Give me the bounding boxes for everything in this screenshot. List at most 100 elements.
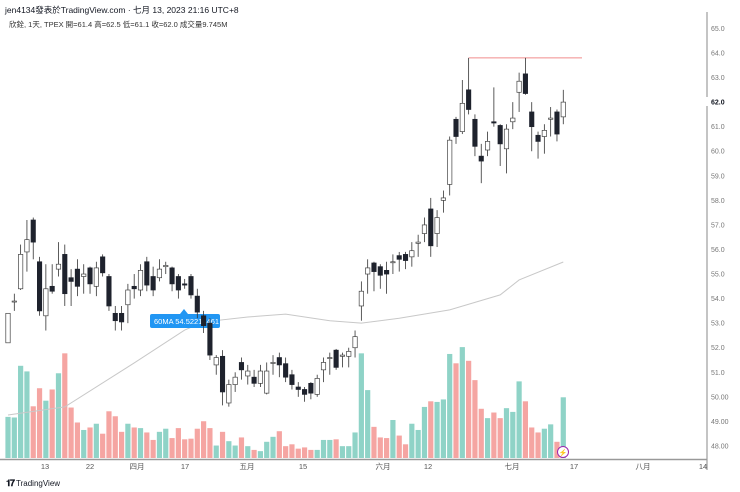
candle	[352, 330, 358, 358]
candle	[384, 261, 390, 294]
alert-button[interactable]: ⚡	[557, 446, 569, 458]
price-tick: 53.0	[711, 321, 725, 328]
candle	[434, 210, 440, 248]
candle	[289, 369, 295, 390]
volume-bar	[81, 429, 87, 458]
time-tick: 17	[570, 462, 578, 471]
candle	[131, 274, 137, 299]
candle	[472, 114, 478, 157]
candle	[213, 355, 219, 375]
candle	[238, 357, 245, 380]
volume-bar	[194, 428, 200, 458]
price-tick: 60.0	[711, 149, 725, 156]
candle	[522, 57, 528, 95]
time-tick: 八月	[636, 462, 651, 471]
volume-bar	[560, 397, 566, 458]
candle	[421, 217, 428, 243]
volume-bar	[131, 427, 137, 458]
volume-bar	[503, 408, 510, 458]
time-axis[interactable]: 13 22 四月 17 五月 15 六月 12 七月 17 八月 14	[41, 461, 707, 471]
volume-bar	[175, 428, 181, 458]
price-tick: 63.0	[711, 75, 725, 82]
candle	[365, 259, 371, 294]
volume-bar	[213, 445, 219, 458]
candle	[251, 369, 257, 388]
candle	[55, 242, 62, 277]
volume-bar	[226, 441, 232, 458]
candle	[415, 234, 421, 257]
time-tick: 22	[86, 462, 94, 471]
time-tick: 17	[181, 462, 189, 471]
volume-bar	[169, 438, 175, 458]
candle	[257, 364, 263, 388]
price-tick: 48.00	[711, 443, 729, 450]
tradingview-logo-mark: 𝟏𝟕	[6, 478, 15, 488]
volume-bar	[251, 449, 257, 458]
volume-bar	[434, 401, 440, 458]
price-tick: 61.0	[711, 124, 725, 131]
candle	[491, 87, 497, 127]
candle	[560, 89, 566, 125]
price-tick: 57.0	[711, 222, 725, 229]
candle	[466, 57, 472, 115]
volume-bar	[447, 353, 453, 458]
volume-bar	[491, 412, 497, 458]
volume-bar	[453, 363, 459, 458]
symbol-legend[interactable]: 欣銓, 1天, TPEX 開=61.4 高=62.5 低=61.1 收=62.0…	[9, 20, 228, 29]
time-tick: 四月	[130, 462, 145, 471]
time-tick: 六月	[376, 461, 391, 471]
price-axis[interactable]: 65.0 64.0 63.0 62.0 61.0 60.0 59.0 58.0 57.0 56.0…	[711, 26, 729, 451]
candle	[150, 266, 156, 297]
candle	[447, 136, 453, 196]
volume-bar	[478, 408, 484, 458]
volume-bar	[36, 388, 43, 458]
volume-bar	[428, 401, 434, 458]
tradingview-logo[interactable]: 𝟏𝟕 TradingView	[6, 478, 60, 489]
candle	[18, 244, 24, 291]
lightning-icon: ⚡	[559, 448, 568, 457]
candle	[137, 264, 144, 297]
volume-bar	[87, 427, 93, 458]
volume-bar	[207, 428, 213, 458]
candle	[74, 259, 80, 297]
candle	[453, 116, 459, 144]
candle	[112, 305, 118, 331]
candle	[30, 217, 36, 260]
volume-bar	[201, 421, 207, 458]
candle	[428, 197, 434, 257]
candle	[554, 109, 560, 142]
candle	[232, 372, 238, 392]
candle	[11, 293, 17, 311]
volume-bar	[339, 446, 346, 458]
volume-bar	[30, 406, 36, 458]
volume-bar	[62, 353, 68, 458]
price-tick: 59.0	[711, 173, 725, 180]
volume-bar	[415, 429, 421, 458]
volume-bar	[137, 428, 144, 458]
candle	[503, 124, 510, 174]
volume-bar	[522, 401, 529, 458]
publisher-line: jen4134發表於TradingView.com · 七月 13, 2023 …	[5, 5, 239, 15]
candle	[333, 348, 339, 370]
price-tick: 58.0	[711, 198, 725, 205]
volume-bar	[289, 444, 295, 458]
volume-bar	[459, 347, 465, 458]
time-tick: 12	[424, 462, 432, 471]
candle	[87, 266, 93, 294]
volume-bar	[264, 441, 270, 458]
candle	[175, 274, 181, 299]
candle	[510, 102, 516, 130]
time-tick: 七月	[505, 462, 520, 471]
volume-bar	[18, 365, 24, 458]
volume-bar	[497, 418, 503, 458]
volume-bar	[49, 389, 55, 458]
candle	[541, 124, 547, 154]
volume-bar	[409, 423, 415, 458]
candle	[529, 102, 535, 152]
volume-bar	[529, 427, 535, 458]
volume-bar	[5, 416, 11, 458]
candle	[402, 251, 409, 270]
candle	[119, 305, 125, 331]
candle	[497, 124, 503, 166]
